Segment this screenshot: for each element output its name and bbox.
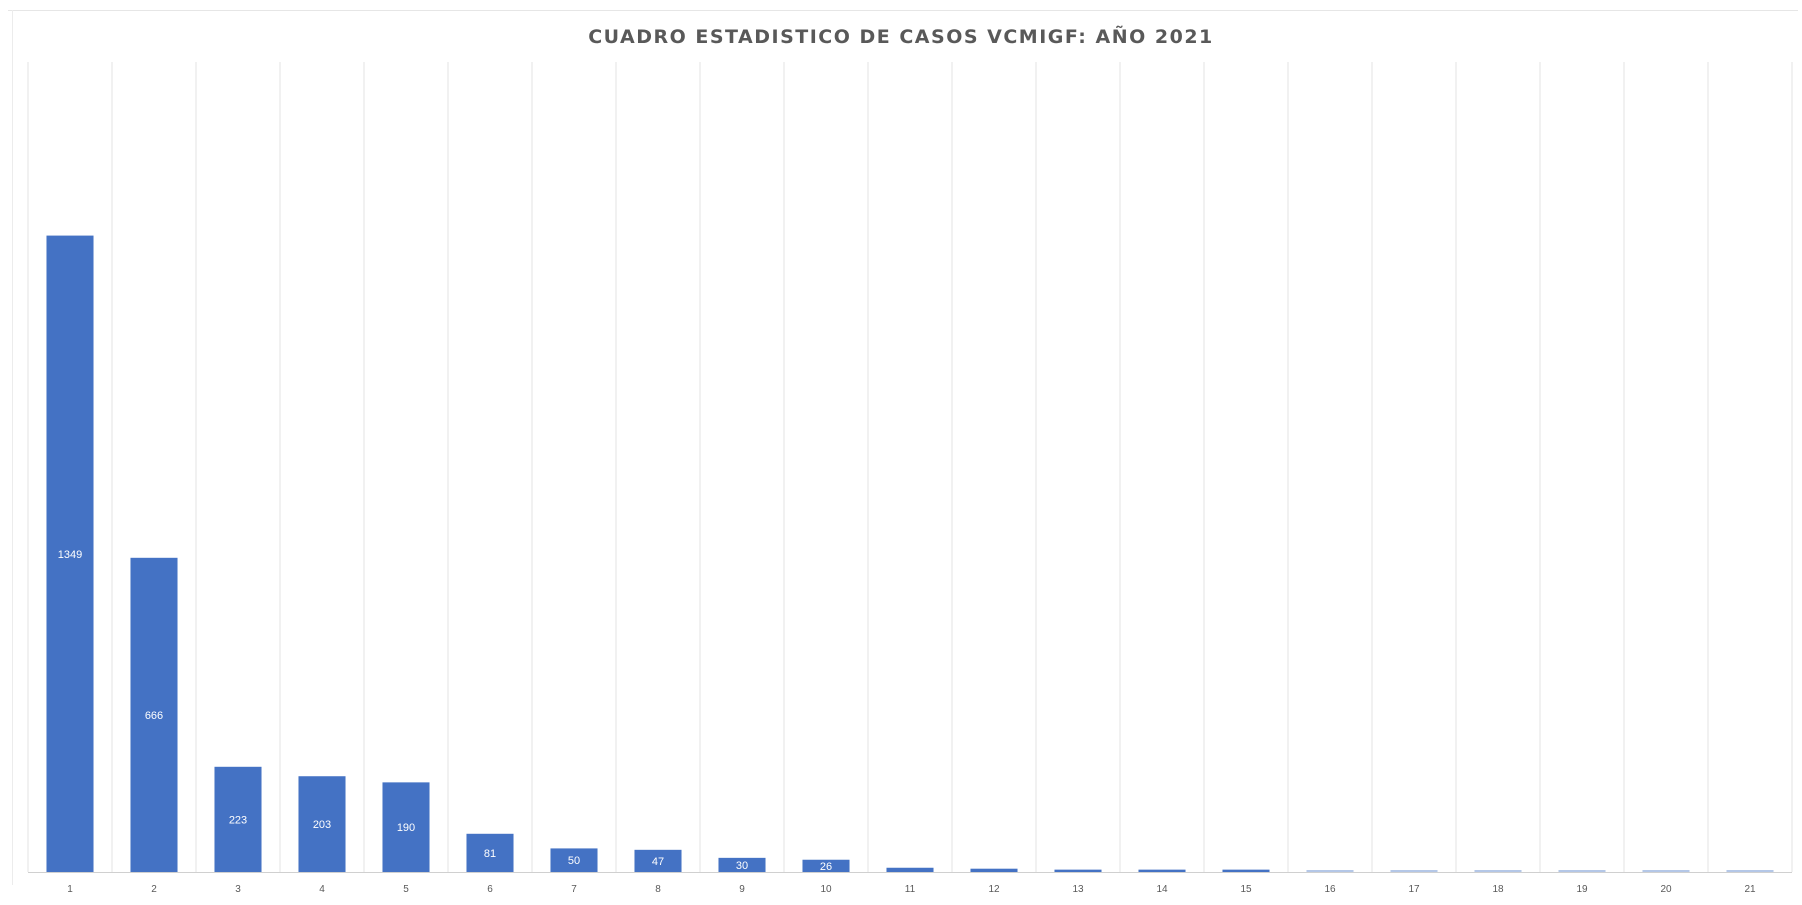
x-tick-label-13: 13	[1072, 884, 1084, 895]
x-tick-label-12: 12	[988, 884, 1000, 895]
x-tick-label-6: 6	[487, 884, 493, 895]
x-tick-label-9: 9	[739, 884, 745, 895]
bar-8	[634, 849, 682, 872]
data-label-7: 50	[568, 855, 580, 867]
data-label-6: 81	[484, 848, 496, 860]
x-tick-label-8: 8	[655, 884, 661, 895]
x-tick-label-2: 2	[151, 884, 157, 895]
x-tick-label-17: 17	[1408, 884, 1420, 895]
bar-15	[1222, 869, 1270, 872]
bar-17	[1390, 870, 1438, 872]
bar-3	[214, 766, 262, 872]
bar-9	[718, 857, 766, 872]
bar-11	[886, 867, 934, 872]
bar-1	[46, 235, 94, 872]
data-label-3: 223	[229, 814, 247, 826]
data-label-1: 1349	[58, 549, 82, 561]
data-label-9: 30	[736, 860, 748, 872]
x-tick-label-1: 1	[67, 884, 73, 895]
data-label-8: 47	[652, 856, 664, 868]
bar-21	[1726, 870, 1774, 872]
bar-16	[1306, 870, 1354, 872]
bar-10	[802, 859, 850, 872]
x-tick-label-16: 16	[1324, 884, 1336, 895]
x-tick-label-11: 11	[905, 884, 916, 895]
bar-18	[1474, 870, 1522, 872]
x-tick-label-15: 15	[1240, 884, 1252, 895]
x-tick-label-3: 3	[235, 884, 241, 895]
data-label-5: 190	[397, 822, 415, 834]
x-tick-label-20: 20	[1660, 884, 1672, 895]
bar-5	[382, 782, 430, 872]
data-label-10: 26	[820, 861, 832, 873]
x-tick-label-4: 4	[319, 884, 325, 895]
bar-2	[130, 557, 178, 872]
bar-19	[1558, 870, 1606, 872]
x-tick-label-21: 21	[1744, 884, 1756, 895]
x-tick-label-19: 19	[1576, 884, 1588, 895]
bar-12	[970, 868, 1018, 872]
chart-title: CUADRO ESTADISTICO DE CASOS VCMIGF: AÑO …	[588, 26, 1214, 48]
bar-20	[1642, 870, 1690, 872]
x-tick-label-10: 10	[820, 884, 832, 895]
bar-6	[466, 833, 514, 872]
x-tick-label-14: 14	[1156, 884, 1168, 895]
x-tick-label-7: 7	[571, 884, 577, 895]
bar-7	[550, 848, 598, 872]
x-tick-label-18: 18	[1492, 884, 1504, 895]
bar-4	[298, 776, 346, 872]
chart-frame-top	[8, 10, 1798, 11]
x-tick-label-5: 5	[403, 884, 409, 895]
data-label-4: 203	[313, 819, 331, 831]
bar-14	[1138, 869, 1186, 872]
data-label-2: 666	[145, 710, 163, 722]
chart-frame-left	[12, 10, 13, 885]
bar-13	[1054, 869, 1102, 872]
